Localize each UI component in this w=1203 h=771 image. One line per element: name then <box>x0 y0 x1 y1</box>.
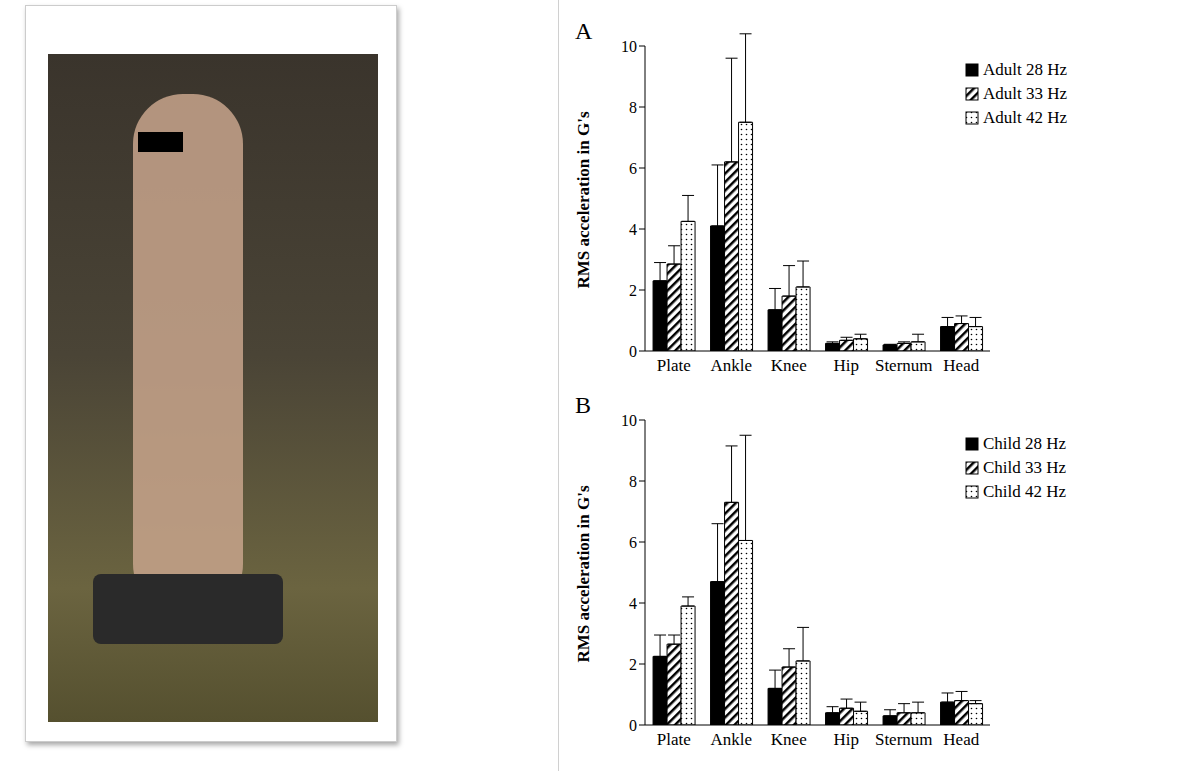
svg-text:Hip: Hip <box>834 730 860 749</box>
svg-text:8: 8 <box>629 99 637 116</box>
svg-text:8: 8 <box>629 473 637 490</box>
svg-text:Ankle: Ankle <box>710 730 752 749</box>
svg-text:RMS acceleration in G's: RMS acceleration in G's <box>574 111 593 288</box>
html-text:Child 28 Hz: Child 28 Hz <box>983 434 1067 453</box>
svg-text:0: 0 <box>629 343 637 360</box>
svg-text:Plate: Plate <box>657 730 691 749</box>
svg-text:Plate: Plate <box>657 356 691 375</box>
html-text:B: B <box>575 392 591 418</box>
svg-text:6: 6 <box>629 160 637 177</box>
svg-text:Knee: Knee <box>771 356 807 375</box>
svg-text:2: 2 <box>629 656 637 673</box>
html-text:Adult 42 Hz: Adult 42 Hz <box>983 108 1067 127</box>
svg-text:4: 4 <box>629 595 637 612</box>
svg-text:Ankle: Ankle <box>710 356 752 375</box>
svg-text:Head: Head <box>943 356 979 375</box>
html-text:Child 33 Hz: Child 33 Hz <box>983 458 1067 477</box>
html-text:Child 42 Hz: Child 42 Hz <box>983 482 1067 501</box>
svg-text:2: 2 <box>629 282 637 299</box>
html-text:Adult 33 Hz: Adult 33 Hz <box>983 84 1067 103</box>
svg-text:Hip: Hip <box>834 356 860 375</box>
svg-text:4: 4 <box>629 221 637 238</box>
html-text:A: A <box>575 18 593 44</box>
svg-text:RMS acceleration in G's: RMS acceleration in G's <box>574 485 593 662</box>
svg-text:Knee: Knee <box>771 730 807 749</box>
svg-text:Sternum: Sternum <box>875 730 933 749</box>
html-text:Adult 28 Hz: Adult 28 Hz <box>983 60 1067 79</box>
svg-text:Head: Head <box>943 730 979 749</box>
svg-text:6: 6 <box>629 534 637 551</box>
svg-text:10: 10 <box>621 38 637 55</box>
svg-text:0: 0 <box>629 717 637 734</box>
svg-text:Sternum: Sternum <box>875 356 933 375</box>
svg-text:10: 10 <box>621 412 637 429</box>
